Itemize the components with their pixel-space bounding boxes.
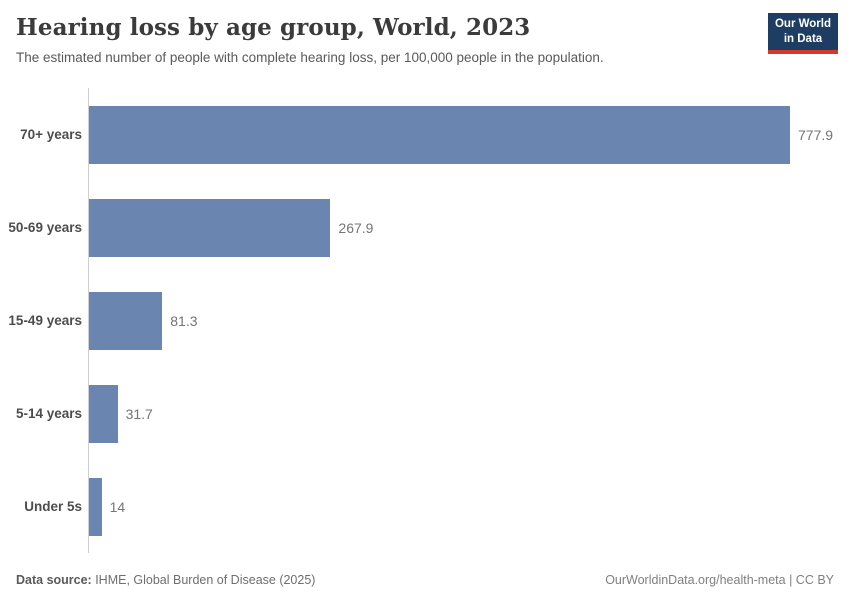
chart-header: Hearing loss by age group, World, 2023 T… bbox=[16, 14, 754, 65]
value-label: 777.9 bbox=[798, 126, 834, 143]
value-label: 14 bbox=[109, 498, 126, 515]
chart-row: 50-69 years 267.9 bbox=[0, 181, 850, 274]
data-source-label: Data source: bbox=[16, 573, 92, 587]
bar-15-49-years[interactable] bbox=[89, 291, 163, 350]
value-label: 81.3 bbox=[170, 312, 198, 329]
chart-subtitle: The estimated number of people with comp… bbox=[16, 50, 604, 65]
chart-row: 70+ years 777.9 bbox=[0, 88, 850, 181]
owid-logo: Our World in Data bbox=[768, 13, 838, 54]
bar-chart-plot: 70+ years 777.9 50-69 years 267.9 15-49 year… bbox=[0, 88, 850, 553]
chart-row: Under 5s 14 bbox=[0, 460, 850, 553]
y-axis-line bbox=[88, 88, 89, 553]
bars-container: 70+ years 777.9 50-69 years 267.9 15-49 year… bbox=[0, 88, 850, 553]
value-label: 31.7 bbox=[125, 405, 153, 422]
chart-title: Hearing loss by age group, World, 2023 bbox=[16, 14, 531, 41]
footer-url-license[interactable]: OurWorldinData.org/health-meta | CC BY bbox=[605, 573, 834, 587]
category-label: 50-69 years bbox=[8, 220, 82, 235]
category-label: 70+ years bbox=[20, 127, 82, 142]
category-label: 5-14 years bbox=[15, 406, 82, 421]
data-source-text: IHME, Global Burden of Disease (2025) bbox=[91, 573, 316, 587]
category-label: Under 5s bbox=[24, 499, 82, 514]
bar-70-years[interactable] bbox=[89, 105, 790, 164]
category-label: 15-49 years bbox=[8, 313, 82, 328]
bar-50-69-years[interactable] bbox=[89, 198, 331, 257]
chart-row: 15-49 years 81.3 bbox=[0, 274, 850, 367]
bar-under-5s[interactable] bbox=[89, 477, 102, 536]
value-label: 267.9 bbox=[338, 219, 374, 236]
chart-row: 5-14 years 31.7 bbox=[0, 367, 850, 460]
logo-line-1: Our World bbox=[774, 18, 831, 31]
logo-line-2: in Data bbox=[783, 32, 823, 45]
bar-5-14-years[interactable] bbox=[89, 384, 118, 443]
chart-footer: Data source: IHME, Global Burden of Dise… bbox=[16, 573, 834, 587]
data-source: Data source: IHME, Global Burden of Dise… bbox=[16, 573, 315, 587]
